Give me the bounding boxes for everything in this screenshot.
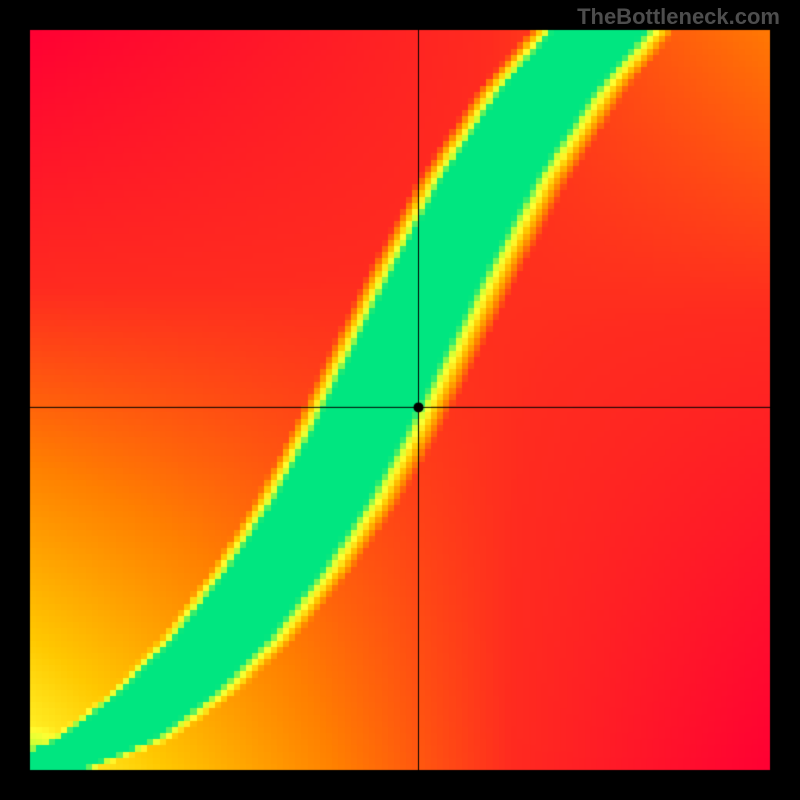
watermark-text: TheBottleneck.com (577, 4, 780, 30)
heatmap-canvas (0, 0, 800, 800)
chart-container: TheBottleneck.com (0, 0, 800, 800)
